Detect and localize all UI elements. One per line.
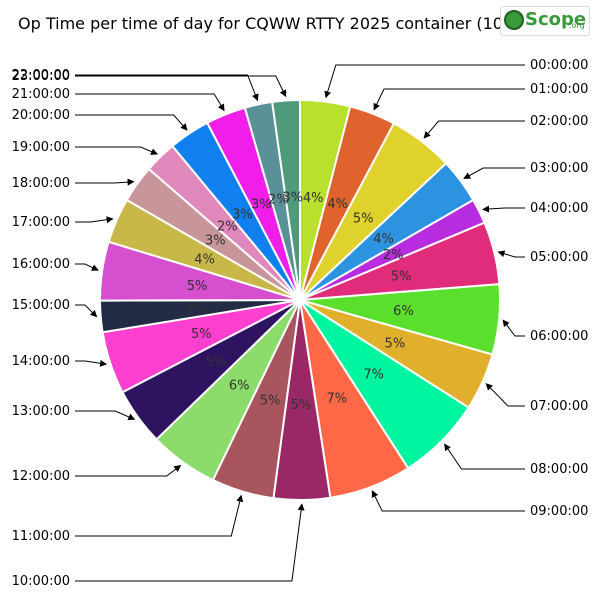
- slice-percent-label: 4%: [303, 191, 324, 206]
- category-label-030000: 03:00:00: [530, 161, 588, 176]
- leader-line: [75, 114, 188, 131]
- slice-percent-label: 2%: [268, 192, 289, 207]
- leader-line: [371, 490, 525, 512]
- slice-percent-label: 4%: [373, 232, 394, 247]
- slice-percent-label: 5%: [353, 211, 374, 226]
- category-label-140000: 14:00:00: [12, 354, 70, 369]
- leader-line: [75, 464, 182, 477]
- slice-percent-label: 3%: [282, 190, 303, 205]
- leader-line: [373, 88, 525, 111]
- slice-percent-label: 3%: [232, 207, 253, 222]
- category-label-210000: 21:00:00: [12, 87, 70, 102]
- leader-line: [423, 120, 525, 139]
- slice-percent-label: 5%: [260, 394, 281, 409]
- leader-line: [324, 64, 525, 99]
- category-label-050000: 05:00:00: [530, 250, 588, 265]
- leader-line: [463, 167, 525, 179]
- slice-percent-label: 7%: [326, 391, 347, 406]
- slice-percent-label: 5%: [187, 279, 208, 294]
- leader-line: [75, 146, 159, 155]
- category-label-180000: 18:00:00: [12, 176, 70, 191]
- leader-line: [75, 410, 136, 421]
- leader-line: [75, 263, 99, 271]
- leader-line: [75, 75, 287, 98]
- leader-line: [502, 319, 525, 337]
- category-label-000000: 00:00:00: [530, 58, 588, 73]
- slice-percent-label: 4%: [194, 253, 215, 268]
- logo-text: Scope: [525, 9, 587, 30]
- category-label-130000: 13:00:00: [12, 404, 70, 419]
- slice-percent-label: 5%: [291, 398, 312, 413]
- slice-percent-label: 2%: [383, 248, 404, 263]
- slice-percent-label: 3%: [205, 234, 226, 249]
- category-label-150000: 15:00:00: [12, 298, 70, 313]
- category-label-060000: 06:00:00: [530, 329, 588, 344]
- pie-slice-230000: [271, 98, 301, 301]
- slice-percent-label: 5%: [385, 337, 406, 352]
- category-label-110000: 11:00:00: [12, 529, 70, 544]
- category-label-170000: 17:00:00: [12, 215, 70, 230]
- category-label-040000: 04:00:00: [530, 201, 588, 216]
- leader-line: [75, 93, 225, 112]
- leader-line: [75, 178, 135, 186]
- leader-line: [485, 383, 525, 407]
- category-label-230000: 23:00:00: [12, 69, 70, 84]
- category-label-100000: 10:00:00: [12, 574, 70, 589]
- category-label-190000: 19:00:00: [12, 140, 70, 155]
- slice-percent-label: 6%: [229, 378, 250, 393]
- category-label-200000: 20:00:00: [12, 108, 70, 123]
- leader-line: [75, 359, 108, 367]
- leader-line: [444, 443, 525, 470]
- leader-line: [75, 216, 114, 224]
- slice-percent-label: 2%: [186, 303, 207, 318]
- slice-percent-label: 3%: [251, 197, 272, 212]
- slice-percent-label: 5%: [191, 327, 212, 342]
- slice-percent-label: 5%: [205, 355, 226, 370]
- leader-line: [482, 205, 525, 213]
- slice-percent-label: 2%: [217, 220, 238, 235]
- slice-percent-label: 6%: [393, 304, 414, 319]
- magnifier-icon: [504, 10, 524, 30]
- logo-suffix: .org: [569, 21, 585, 30]
- slice-percent-label: 7%: [363, 367, 384, 382]
- category-label-080000: 08:00:00: [530, 462, 588, 477]
- scope-logo: Scope .org: [500, 6, 590, 36]
- category-label-070000: 07:00:00: [530, 399, 588, 414]
- leader-line: [75, 304, 98, 318]
- slice-percent-label: 4%: [327, 197, 348, 212]
- category-label-090000: 09:00:00: [530, 504, 588, 519]
- category-label-220000: 22:00:00: [12, 68, 70, 83]
- category-label-020000: 02:00:00: [530, 114, 588, 129]
- category-label-010000: 01:00:00: [530, 82, 588, 97]
- leader-line: [75, 74, 259, 102]
- leader-line: [75, 494, 244, 537]
- leader-line: [497, 250, 525, 258]
- category-label-160000: 16:00:00: [12, 257, 70, 272]
- leader-line: [75, 503, 305, 582]
- slice-percent-label: 5%: [391, 269, 412, 284]
- chart-title: Op Time per time of day for CQWW RTTY 20…: [18, 14, 539, 33]
- category-label-120000: 12:00:00: [12, 469, 70, 484]
